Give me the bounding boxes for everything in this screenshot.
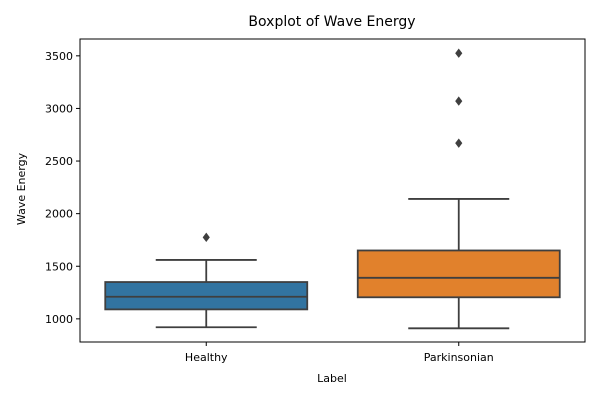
chart-title: Boxplot of Wave Energy xyxy=(248,14,415,30)
healthy-box xyxy=(104,281,309,311)
y-tick-label: 1500 xyxy=(45,260,73,273)
y-tick-label: 1000 xyxy=(45,313,73,326)
y-tick-label: 3000 xyxy=(45,102,73,115)
x-tick-label: Healthy xyxy=(185,351,228,364)
healthy-outlier-point xyxy=(202,232,210,243)
plot-frame xyxy=(79,38,586,343)
y-tick-label: 2500 xyxy=(45,155,73,168)
plot-area xyxy=(104,48,561,330)
parkinsonian-box xyxy=(356,249,561,299)
parkinsonian-outlier-point xyxy=(455,96,463,106)
axes: Healthy Parkinsonian 1000 1500 2000 2500 3000 3… xyxy=(45,38,586,364)
y-axis-label: Wave Energy xyxy=(15,152,28,225)
parkinsonian-outlier-point xyxy=(455,48,463,58)
y-tick-label: 2000 xyxy=(45,208,73,221)
x-tick-label: Parkinsonian xyxy=(424,351,494,364)
parkinsonian-outlier-point xyxy=(455,138,463,148)
x-axis-label: Label xyxy=(317,372,347,385)
y-tick-label: 3500 xyxy=(45,50,73,63)
